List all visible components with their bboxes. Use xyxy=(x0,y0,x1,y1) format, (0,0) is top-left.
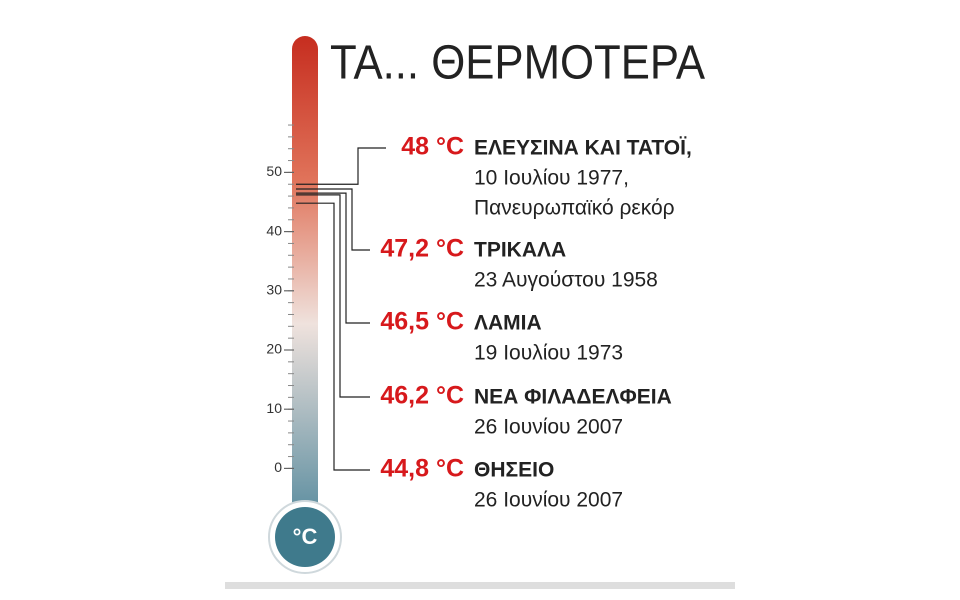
station-name: ΝΕΑ ΦΙΛΑΔΕΛΦΕΙΑ xyxy=(474,386,672,409)
value-label: 46,5 °C xyxy=(380,308,464,336)
thermometer-tube xyxy=(292,36,318,516)
record-detail: 10 Ιουλίου 1977, xyxy=(474,167,629,190)
leader-line xyxy=(296,202,370,471)
record-detail: 26 Ιουνίου 2007 xyxy=(474,489,623,512)
baseline-bar xyxy=(225,582,735,589)
y-tick-label: 50 xyxy=(266,163,282,179)
record-detail: 23 Αυγούστου 1958 xyxy=(474,269,658,292)
bulb xyxy=(275,507,335,567)
station-name: ΘΗΣΕΙΟ xyxy=(474,459,554,482)
y-tick-label: 10 xyxy=(266,400,282,416)
leader-line xyxy=(296,192,370,324)
records: 48 °C ΕΛΕΥΣΙΝΑ ΚΑΙ ΤΑΤΟΪ, 10 Ιουλίου 1977,… xyxy=(296,133,692,512)
chart-title: ΤΑ... ΘΕΡΜΟΤΕΡΑ xyxy=(330,37,705,90)
record-detail: 19 Ιουλίου 1973 xyxy=(474,342,623,365)
y-tick-label: 0 xyxy=(274,459,282,475)
record-detail: Πανευρωπαϊκό ρεκόρ xyxy=(474,197,675,220)
value-label: 48 °C xyxy=(401,133,464,161)
y-tick-label: 20 xyxy=(266,341,282,357)
value-label: 47,2 °C xyxy=(380,235,464,263)
record-detail: 26 Ιουνίου 2007 xyxy=(474,416,623,439)
bulb-label: °C xyxy=(293,524,318,549)
value-label: 44,8 °C xyxy=(380,455,464,483)
station-name: ΤΡΙΚΑΛΑ xyxy=(474,239,566,262)
station-name: ΛΑΜΙΑ xyxy=(474,312,542,335)
value-label: 46,2 °C xyxy=(380,382,464,410)
y-tick-label: 30 xyxy=(266,282,282,298)
y-tick-label: 40 xyxy=(266,222,282,238)
leader-line xyxy=(296,194,370,398)
leader-line xyxy=(296,188,370,251)
leader-line xyxy=(296,147,386,185)
station-name: ΕΛΕΥΣΙΝΑ ΚΑΙ ΤΑΤΟΪ, xyxy=(474,137,692,160)
